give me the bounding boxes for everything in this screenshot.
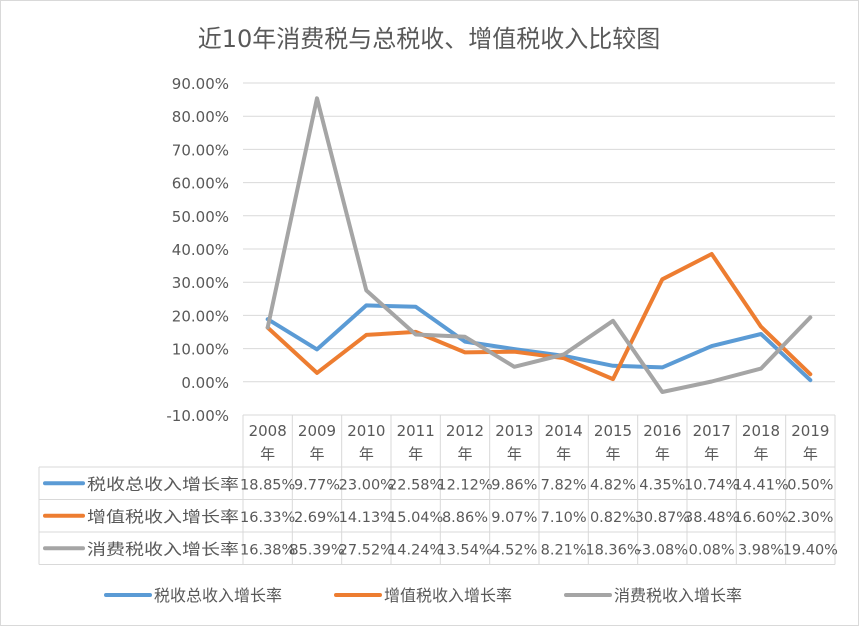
x-tick-suffix: 年 — [556, 445, 571, 463]
data-label: 4.35% — [639, 477, 685, 493]
data-label: 18.85% — [240, 477, 295, 493]
y-tick-label: 30.00% — [172, 274, 229, 292]
data-label: 9.77% — [294, 477, 340, 493]
data-label: 8.21% — [541, 542, 587, 558]
y-tick-label: 90.00% — [172, 75, 229, 93]
x-tick-label: 2014 — [545, 422, 583, 440]
x-tick-suffix: 年 — [803, 445, 818, 463]
data-label: 7.82% — [541, 477, 587, 493]
data-label: 0.50% — [787, 477, 833, 493]
x-tick-label: 2009 — [298, 422, 336, 440]
x-tick-suffix: 年 — [507, 445, 522, 463]
x-tick-suffix: 年 — [309, 445, 324, 463]
data-label: -3.08% — [637, 542, 688, 558]
data-label: 38.48% — [684, 510, 739, 526]
data-label: 12.12% — [437, 477, 492, 493]
data-label: 14.24% — [388, 542, 443, 558]
x-tick-label: 2019 — [791, 422, 829, 440]
y-tick-label: 0.00% — [181, 374, 229, 392]
chart-title: 近10年消费税与总税收、增值税收入比较图 — [198, 25, 661, 53]
data-label: 10.74% — [684, 477, 739, 493]
y-tick-label: 60.00% — [172, 175, 229, 193]
data-label: 2.30% — [787, 510, 833, 526]
data-label: 0.08% — [689, 542, 735, 558]
x-tick-label: 2018 — [742, 422, 780, 440]
y-tick-label: 50.00% — [172, 208, 229, 226]
data-label: 16.33% — [240, 510, 295, 526]
y-tick-label: 10.00% — [172, 341, 229, 359]
data-label: 85.39% — [289, 542, 344, 558]
x-tick-suffix: 年 — [704, 445, 719, 463]
table-series-name: 增值税收入增长率 — [87, 508, 239, 526]
data-label: 27.52% — [339, 542, 394, 558]
data-label: 18.36% — [585, 542, 640, 558]
y-tick-label: 80.00% — [172, 108, 229, 126]
x-tick-suffix: 年 — [655, 445, 670, 463]
y-tick-label: 40.00% — [172, 241, 229, 259]
x-tick-label: 2013 — [495, 422, 533, 440]
x-tick-label: 2011 — [397, 422, 435, 440]
y-tick-label: -10.00% — [166, 407, 229, 425]
data-label: 0.82% — [590, 510, 636, 526]
legend-label: 税收总收入增长率 — [154, 586, 282, 605]
data-label: 9.86% — [491, 477, 537, 493]
data-label: 4.52% — [491, 542, 537, 558]
data-label: 19.40% — [783, 542, 838, 558]
legend-label: 增值税收入增长率 — [384, 586, 512, 605]
x-tick-suffix: 年 — [605, 445, 620, 463]
data-label: 30.87% — [635, 510, 690, 526]
legend-label: 消费税收入增长率 — [614, 586, 742, 605]
data-label: 15.04% — [388, 510, 443, 526]
x-tick-suffix: 年 — [408, 445, 423, 463]
data-label: 8.86% — [442, 510, 488, 526]
data-label: 13.54% — [437, 542, 492, 558]
series-line-1 — [265, 303, 813, 383]
data-label: 3.98% — [738, 542, 784, 558]
series-line-2 — [265, 252, 813, 382]
data-label: 16.60% — [733, 510, 788, 526]
data-label: 9.07% — [491, 510, 537, 526]
x-tick-label: 2016 — [643, 422, 681, 440]
data-label: 16.38% — [240, 542, 295, 558]
x-tick-label: 2015 — [594, 422, 632, 440]
x-tick-label: 2017 — [693, 422, 731, 440]
table-series-name: 消费税收入增长率 — [87, 540, 239, 558]
data-label: 22.58% — [388, 477, 443, 493]
table-series-name: 税收总收入增长率 — [87, 475, 239, 493]
x-tick-suffix: 年 — [260, 445, 275, 463]
x-tick-suffix: 年 — [753, 445, 768, 463]
x-tick-label: 2010 — [347, 422, 385, 440]
x-tick-label: 2012 — [446, 422, 484, 440]
y-tick-label: 70.00% — [172, 141, 229, 159]
data-label: 2.69% — [294, 510, 340, 526]
series-line-3 — [265, 96, 813, 394]
data-label: 14.13% — [339, 510, 394, 526]
data-label: 14.41% — [733, 477, 788, 493]
x-tick-label: 2008 — [249, 422, 287, 440]
data-label: 7.10% — [541, 510, 587, 526]
x-tick-suffix: 年 — [359, 445, 374, 463]
y-tick-label: 20.00% — [172, 307, 229, 325]
data-label: 23.00% — [339, 477, 394, 493]
data-label: 4.82% — [590, 477, 636, 493]
x-tick-suffix: 年 — [457, 445, 472, 463]
